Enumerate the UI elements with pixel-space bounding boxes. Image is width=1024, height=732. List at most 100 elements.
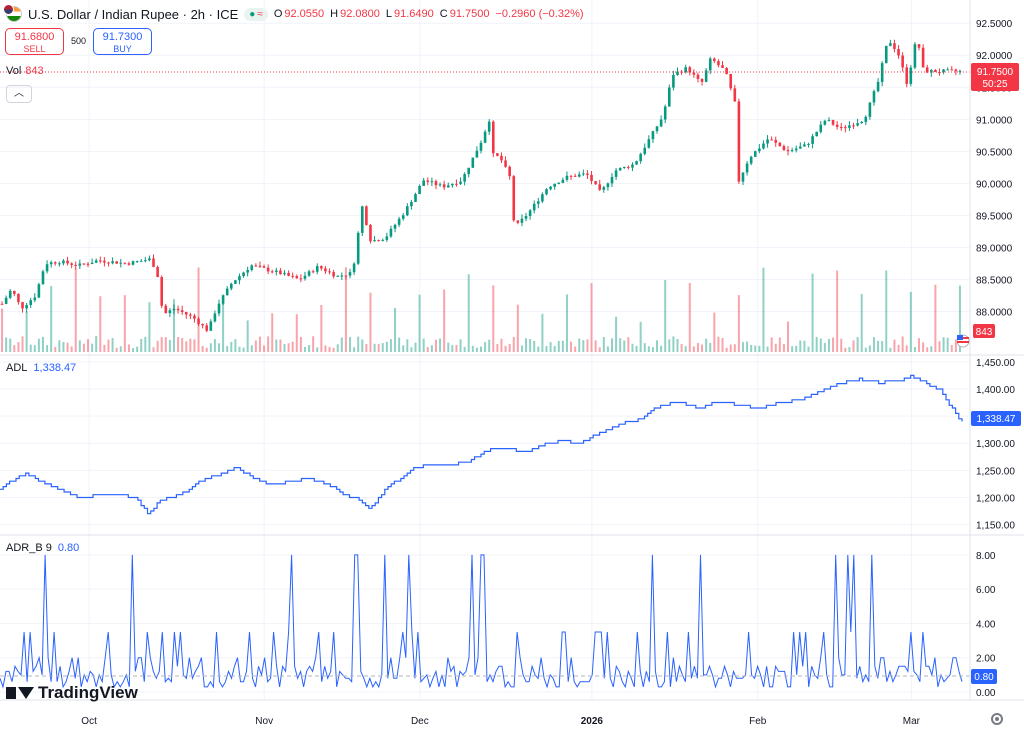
volume-bar (263, 345, 266, 352)
volume-bar (958, 285, 961, 352)
candle-body (209, 321, 213, 331)
volume-bar (353, 347, 356, 352)
candle-body (868, 102, 872, 117)
candle-body (352, 263, 356, 273)
symbol-title[interactable]: U.S. Dollar / Indian Rupee · 2h · ICE (28, 6, 239, 22)
candle-body (713, 58, 716, 62)
volume-bar (103, 344, 106, 352)
volume-bar (185, 341, 188, 352)
volume-bar (909, 291, 912, 352)
candle-body (8, 290, 12, 298)
buy-button[interactable]: 91.7300 BUY (93, 28, 152, 55)
adl-axis[interactable]: 1,450.001,400.001,350.001,300.001,250.00… (976, 358, 1015, 532)
candle-body (569, 175, 573, 177)
candle-body (123, 262, 127, 264)
volume-bar (226, 346, 229, 352)
volume-bar (246, 320, 249, 352)
candle-body (385, 236, 389, 240)
gear-icon[interactable] (991, 713, 1003, 725)
svg-text:843: 843 (976, 327, 993, 338)
volume-bar (152, 347, 155, 352)
collapse-indicators-button[interactable]: ︿ (6, 85, 32, 103)
volume-bar (406, 339, 409, 352)
volume-bar (320, 305, 323, 352)
volume-bar (656, 340, 659, 352)
candle-body (794, 148, 798, 151)
buy-price: 91.7300 (102, 31, 143, 43)
candle-body (811, 136, 814, 144)
candle-body (471, 157, 475, 168)
volume-bar (688, 283, 691, 352)
volume-bar (676, 338, 679, 352)
candle-body (897, 48, 900, 56)
sell-label: SELL (23, 44, 46, 54)
candlestick-series[interactable] (0, 39, 962, 333)
volume-bar (504, 345, 507, 352)
candle-body (954, 69, 958, 72)
time-axis[interactable]: Oct Nov Dec 2026 Feb Mar (81, 716, 920, 727)
candle-body (98, 260, 102, 262)
market-status-pill[interactable]: ● ≈ (244, 7, 268, 21)
candle-body (160, 277, 163, 306)
candle-body (406, 206, 409, 216)
candle-body (753, 151, 757, 157)
candle-body (270, 271, 274, 273)
adl-legend[interactable]: ADL 1,338.47 (6, 362, 76, 374)
volume-bar (238, 346, 241, 352)
candle-body (336, 275, 340, 277)
candle-body (516, 220, 520, 223)
volume-bar (398, 337, 401, 352)
adr-tick-label: 8.00 (976, 551, 996, 562)
adl-series[interactable] (0, 374, 963, 515)
candle-body (676, 71, 679, 75)
candle-body (234, 280, 237, 284)
volume-bar (316, 347, 319, 352)
change-value: −0.2960 (−0.32%) (495, 8, 584, 20)
candle-body (545, 189, 548, 195)
volume-bar (541, 313, 544, 352)
candle-body (782, 146, 786, 151)
adr-axis[interactable]: 8.00 6.00 4.00 2.00 0.00 (976, 551, 996, 699)
volume-bar (459, 339, 462, 352)
volume-bar (778, 337, 781, 352)
volume-bar (692, 346, 695, 352)
tradingview-logo[interactable]: TradingView (6, 683, 138, 703)
adr-legend[interactable]: ADR_B 9 0.80 (6, 542, 79, 554)
volume-bar (78, 340, 81, 352)
candle-body (913, 44, 917, 68)
candle-body (778, 142, 782, 147)
price-tick-label: 91.0000 (976, 115, 1013, 126)
candle-body (373, 240, 376, 242)
volume-bar (631, 343, 634, 352)
candle-body (58, 263, 61, 265)
volume-bar (361, 339, 364, 352)
volume-bar (74, 268, 77, 352)
volume-bar (389, 339, 392, 352)
volume-bar (336, 344, 339, 352)
candle-body (889, 43, 892, 46)
volume-bar (140, 338, 143, 352)
candle-body (66, 260, 69, 264)
candle-body (37, 284, 41, 298)
candle-body (430, 181, 434, 183)
candle-body (148, 258, 151, 261)
candle-body (614, 170, 618, 177)
volume-bar (324, 345, 327, 352)
volume-bar (815, 336, 818, 352)
volume-bar (267, 336, 270, 352)
candle-body (553, 183, 556, 187)
sell-button[interactable]: 91.6800 SELL (5, 28, 64, 55)
adr-series[interactable] (0, 554, 963, 689)
volume-bar (160, 337, 163, 352)
time-tick-label: 2026 (581, 716, 604, 727)
volume-bar (942, 337, 945, 352)
candle-body (332, 272, 335, 277)
volume-bar (574, 346, 577, 352)
candle-body (197, 318, 200, 325)
candle-body (663, 106, 667, 120)
volume-legend[interactable]: Vol 843 (6, 65, 44, 77)
volume-bar (471, 345, 474, 352)
candle-body (397, 218, 401, 225)
candle-body (189, 314, 192, 316)
